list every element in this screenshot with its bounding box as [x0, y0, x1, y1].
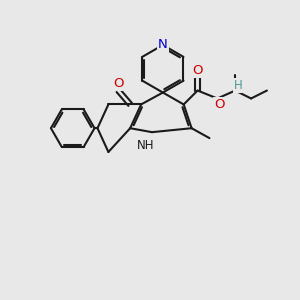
- Text: NH: NH: [137, 139, 155, 152]
- Text: N: N: [158, 38, 168, 52]
- Text: O: O: [192, 64, 203, 77]
- Text: O: O: [113, 77, 124, 90]
- Text: H: H: [234, 79, 243, 92]
- Text: O: O: [214, 98, 225, 111]
